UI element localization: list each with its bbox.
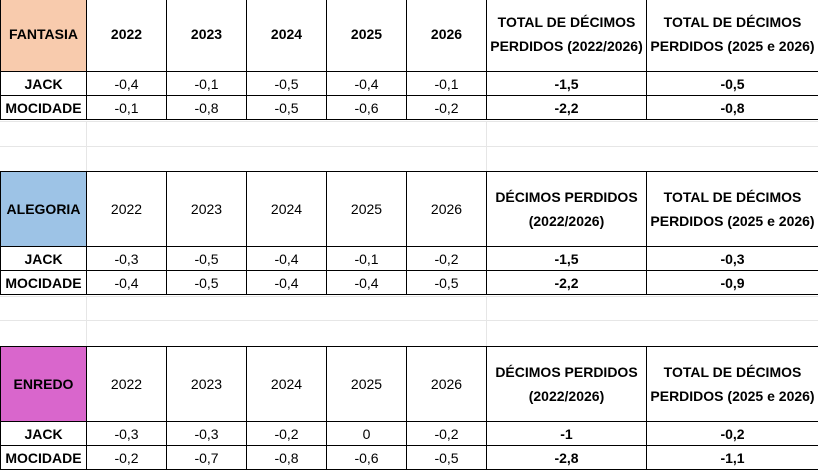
total-2025-2026-header[interactable]: TOTAL DE DÉCIMOS PERDIDOS (2025 e 2026) <box>646 0 818 72</box>
year-header[interactable]: 2026 <box>406 0 487 72</box>
score-cell[interactable]: 0 <box>326 421 407 446</box>
gridline <box>0 320 818 321</box>
total-2025-2026-cell[interactable]: -0,8 <box>646 95 818 120</box>
score-cell[interactable]: -0,2 <box>86 445 167 470</box>
score-cell[interactable]: -0,5 <box>166 270 247 295</box>
year-header[interactable]: 2022 <box>86 346 167 422</box>
total-2022-2026-cell[interactable]: -2,8 <box>486 445 647 470</box>
score-cell[interactable]: -0,1 <box>166 71 247 96</box>
score-cell[interactable]: -0,4 <box>326 270 407 295</box>
score-cell[interactable]: -0,6 <box>326 95 407 120</box>
school-label[interactable]: JACK <box>0 421 87 446</box>
total-2025-2026-cell[interactable]: -0,3 <box>646 246 818 271</box>
gridline <box>0 296 818 297</box>
school-label[interactable]: MOCIDADE <box>0 95 87 120</box>
total-2022-2026-cell[interactable]: -1,5 <box>486 71 647 96</box>
score-cell[interactable]: -0,7 <box>166 445 247 470</box>
score-cell[interactable]: -0,2 <box>246 421 327 446</box>
score-cell[interactable]: -0,1 <box>86 95 167 120</box>
score-cell[interactable]: -0,5 <box>246 95 327 120</box>
school-label[interactable]: MOCIDADE <box>0 270 87 295</box>
year-header[interactable]: 2023 <box>166 0 247 72</box>
year-header[interactable]: 2023 <box>166 346 247 422</box>
score-cell[interactable]: -0,4 <box>86 270 167 295</box>
total-2022-2026-cell[interactable]: -1 <box>486 421 647 446</box>
enredo-table: ENREDO 2022 2023 2024 2025 2026 DÉCIMOS PERDID… <box>0 346 818 470</box>
total-2022-2026-cell[interactable]: -1,5 <box>486 246 647 271</box>
school-label[interactable]: JACK <box>0 246 87 271</box>
total-2025-2026-cell[interactable]: -0,9 <box>646 270 818 295</box>
score-cell[interactable]: -0,1 <box>406 71 487 96</box>
category-label[interactable]: ALEGORIA <box>0 171 87 247</box>
gridline <box>486 121 487 171</box>
year-header[interactable]: 2023 <box>166 171 247 247</box>
year-header[interactable]: 2025 <box>326 171 407 247</box>
total-2025-2026-cell[interactable]: -1,1 <box>646 445 818 470</box>
category-label[interactable]: FANTASIA <box>0 0 87 72</box>
score-cell[interactable]: -0,4 <box>246 270 327 295</box>
year-header[interactable]: 2024 <box>246 346 327 422</box>
year-header[interactable]: 2025 <box>326 346 407 422</box>
fantasia-table: FANTASIA 2022 2023 2024 2025 2026 TOTAL DE DÉC… <box>0 0 818 120</box>
total-2022-2026-cell[interactable]: -2,2 <box>486 95 647 120</box>
total-2025-2026-cell[interactable]: -0,5 <box>646 71 818 96</box>
score-cell[interactable]: -0,4 <box>326 71 407 96</box>
score-cell[interactable]: -0,3 <box>86 246 167 271</box>
gridline <box>86 296 87 346</box>
year-header[interactable]: 2025 <box>326 0 407 72</box>
score-cell[interactable]: -0,5 <box>406 445 487 470</box>
score-cell[interactable]: -0,1 <box>326 246 407 271</box>
year-header[interactable]: 2022 <box>86 0 167 72</box>
total-2022-2026-cell[interactable]: -2,2 <box>486 270 647 295</box>
score-cell[interactable]: -0,8 <box>246 445 327 470</box>
total-2025-2026-cell[interactable]: -0,2 <box>646 421 818 446</box>
score-cell[interactable]: -0,8 <box>166 95 247 120</box>
score-cell[interactable]: -0,2 <box>406 421 487 446</box>
year-header[interactable]: 2024 <box>246 171 327 247</box>
gridline <box>0 146 818 147</box>
total-2022-2026-header[interactable]: TOTAL DE DÉCIMOS PERDIDOS (2022/2026) <box>486 0 647 72</box>
score-cell[interactable]: -0,6 <box>326 445 407 470</box>
alegoria-table: ALEGORIA 2022 2023 2024 2025 2026 DÉCIMOS PERD… <box>0 171 818 295</box>
score-cell[interactable]: -0,4 <box>246 246 327 271</box>
score-cell[interactable]: -0,3 <box>166 421 247 446</box>
score-cell[interactable]: -0,5 <box>166 246 247 271</box>
score-cell[interactable]: -0,5 <box>246 71 327 96</box>
category-label[interactable]: ENREDO <box>0 346 87 422</box>
gridline <box>486 296 487 346</box>
total-2022-2026-header[interactable]: DÉCIMOS PERDIDOS (2022/2026) <box>486 171 647 247</box>
score-cell[interactable]: -0,3 <box>86 421 167 446</box>
gridline <box>0 121 818 122</box>
school-label[interactable]: MOCIDADE <box>0 445 87 470</box>
school-label[interactable]: JACK <box>0 71 87 96</box>
score-cell[interactable]: -0,5 <box>406 270 487 295</box>
total-2022-2026-header[interactable]: DÉCIMOS PERDIDOS (2022/2026) <box>486 346 647 422</box>
score-cell[interactable]: -0,2 <box>406 246 487 271</box>
score-cell[interactable]: -0,4 <box>86 71 167 96</box>
year-header[interactable]: 2026 <box>406 171 487 247</box>
score-cell[interactable]: -0,2 <box>406 95 487 120</box>
year-header[interactable]: 2024 <box>246 0 327 72</box>
year-header[interactable]: 2022 <box>86 171 167 247</box>
total-2025-2026-header[interactable]: TOTAL DE DÉCIMOS PERDIDOS (2025 e 2026) <box>646 346 818 422</box>
year-header[interactable]: 2026 <box>406 346 487 422</box>
gridline <box>86 121 87 171</box>
total-2025-2026-header[interactable]: TOTAL DE DÉCIMOS PERDIDOS (2025 e 2026) <box>646 171 818 247</box>
